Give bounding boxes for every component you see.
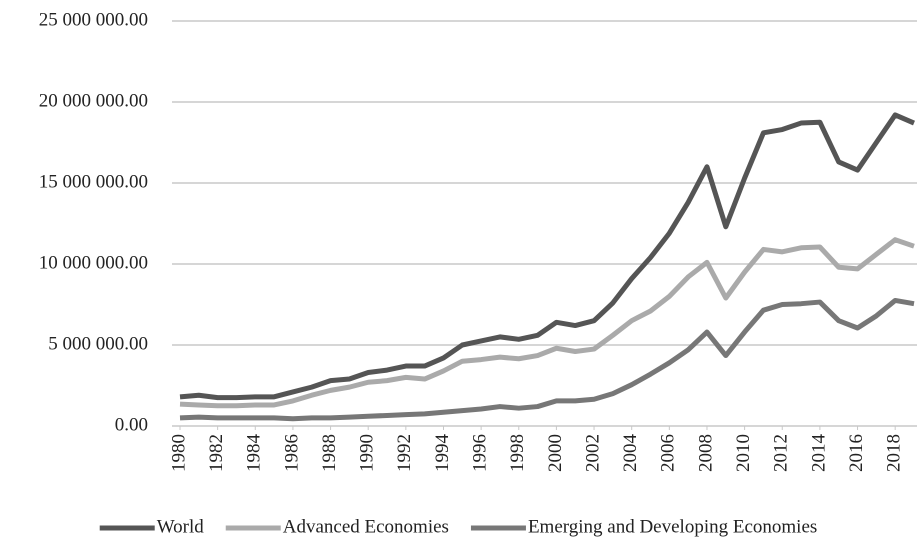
x-tick-label: 1996 (469, 434, 490, 472)
series-line (179, 112, 915, 401)
x-tick-label: 2018 (884, 434, 905, 472)
x-tick-label: 1986 (281, 434, 302, 472)
x-tick-label: 1980 (168, 434, 189, 472)
x-tick-label: 2016 (846, 434, 867, 472)
x-tick-label: 2012 (771, 434, 792, 472)
x-tick-label: 2004 (620, 434, 641, 473)
y-tick-label: 10 000 000.00 (39, 252, 148, 273)
x-tick-label: 2000 (545, 434, 566, 472)
series-line (179, 297, 915, 422)
x-tick-label: 1982 (206, 434, 227, 472)
series-line (179, 237, 915, 409)
legend: World Advanced Economies Emerging and Deve… (99, 516, 817, 537)
y-tick-label: 0.00 (115, 414, 148, 435)
y-tick-label: 15 000 000.00 (39, 171, 148, 192)
x-tick-label: 2002 (582, 434, 603, 472)
x-tick-label: 2010 (733, 434, 754, 472)
x-tick-label: 2008 (695, 434, 716, 472)
legend-label: Emerging and Developing Economies (528, 516, 817, 537)
x-tick-label: 1984 (244, 434, 265, 473)
x-tick-label: 2014 (808, 434, 829, 473)
x-tick-label: 1998 (507, 434, 528, 472)
x-tick-label: 1990 (357, 434, 378, 472)
y-tick-label: 5 000 000.00 (48, 333, 148, 354)
legend-label: World (157, 516, 205, 537)
x-tick-label: 2006 (658, 434, 679, 472)
x-tick-label: 1988 (319, 434, 340, 472)
x-tick-label: 1992 (394, 434, 415, 472)
x-tick-label: 1994 (432, 434, 453, 473)
y-tick-label: 20 000 000.00 (39, 90, 148, 111)
y-tick-label: 25 000 000.00 (39, 9, 148, 30)
legend-label: Advanced Economies (283, 516, 449, 537)
